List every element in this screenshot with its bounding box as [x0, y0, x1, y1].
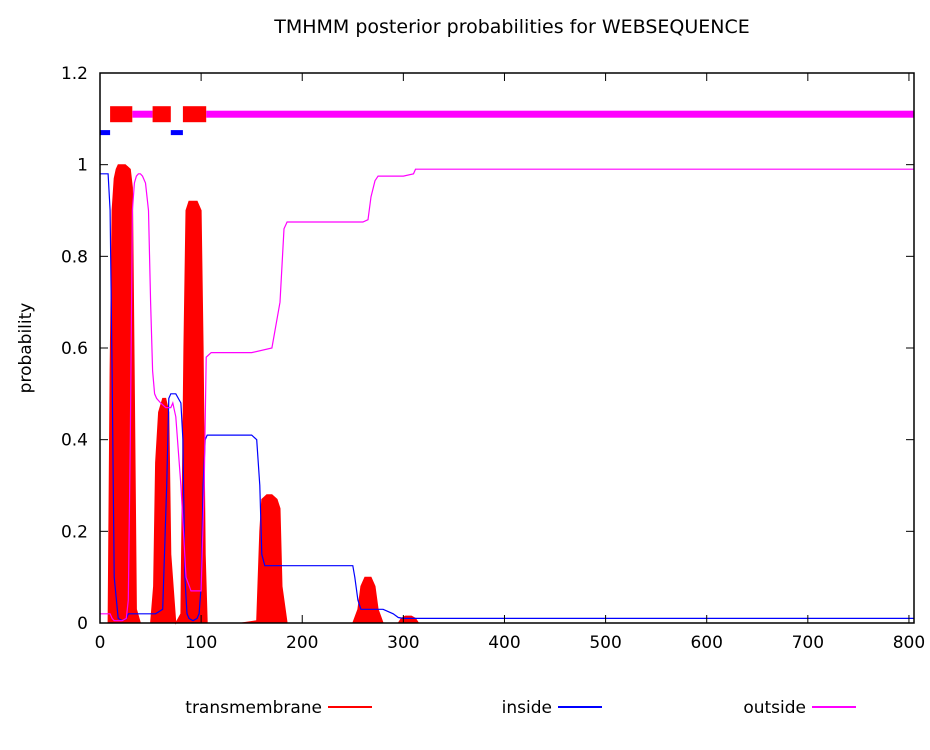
track-segment-transmembrane	[152, 106, 171, 123]
track-segment-inside	[100, 130, 111, 136]
y-axis-label: probability	[16, 303, 36, 394]
y-tick-label: 0.8	[61, 247, 88, 267]
x-tick-label: 500	[589, 633, 621, 653]
track-segment-inside	[170, 130, 183, 136]
track-segment-transmembrane	[182, 106, 207, 123]
x-tick-label: 700	[792, 633, 824, 653]
track-segment-outside	[206, 110, 914, 118]
y-tick-label: 0.6	[61, 339, 88, 359]
x-tick-label: 300	[387, 633, 419, 653]
x-tick-label: 800	[893, 633, 925, 653]
y-tick-label: 0.2	[61, 522, 88, 542]
legend-label-outside: outside	[743, 698, 806, 718]
y-tick-label: 1	[77, 156, 88, 176]
chart-title: TMHMM posterior probabilities for WEBSEQ…	[273, 16, 750, 38]
legend-label-inside: inside	[502, 698, 552, 718]
axes-layer: 0 100 200 300 400 500 600 700 800 0 0.2 0.4 0.6 0.8 1 1…	[61, 64, 925, 653]
series-layer	[100, 164, 914, 625]
x-tick-label: 400	[488, 633, 520, 653]
legend: transmembrane inside outside	[185, 698, 856, 718]
y-tick-label: 0	[77, 614, 88, 634]
y-tick-label: 0.4	[61, 431, 88, 451]
legend-label-transmembrane: transmembrane	[185, 698, 322, 718]
x-tick-label: 600	[690, 633, 722, 653]
plot-frame	[99, 72, 915, 624]
track-segment-transmembrane	[110, 106, 133, 123]
track-segment-outside	[132, 110, 153, 118]
x-tick-label: 200	[286, 633, 318, 653]
x-tick-label: 0	[95, 633, 106, 653]
series-outside-line	[100, 168, 914, 622]
series-transmembrane-area	[100, 164, 914, 625]
series-inside-line	[100, 173, 914, 622]
y-tick-label: 1.2	[61, 64, 88, 84]
x-tick-label: 100	[185, 633, 217, 653]
top-track	[100, 106, 914, 136]
